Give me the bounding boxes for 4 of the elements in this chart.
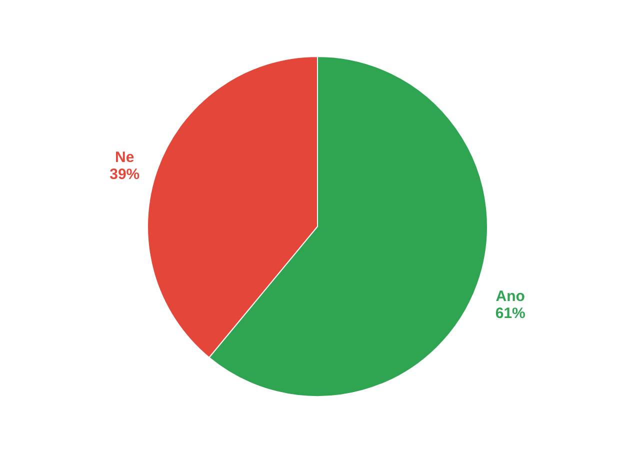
data-label: 39%	[110, 166, 140, 184]
data-label: 61%	[495, 304, 526, 322]
slice-label: Ne	[115, 149, 134, 166]
slice-label: Ano	[496, 288, 525, 305]
